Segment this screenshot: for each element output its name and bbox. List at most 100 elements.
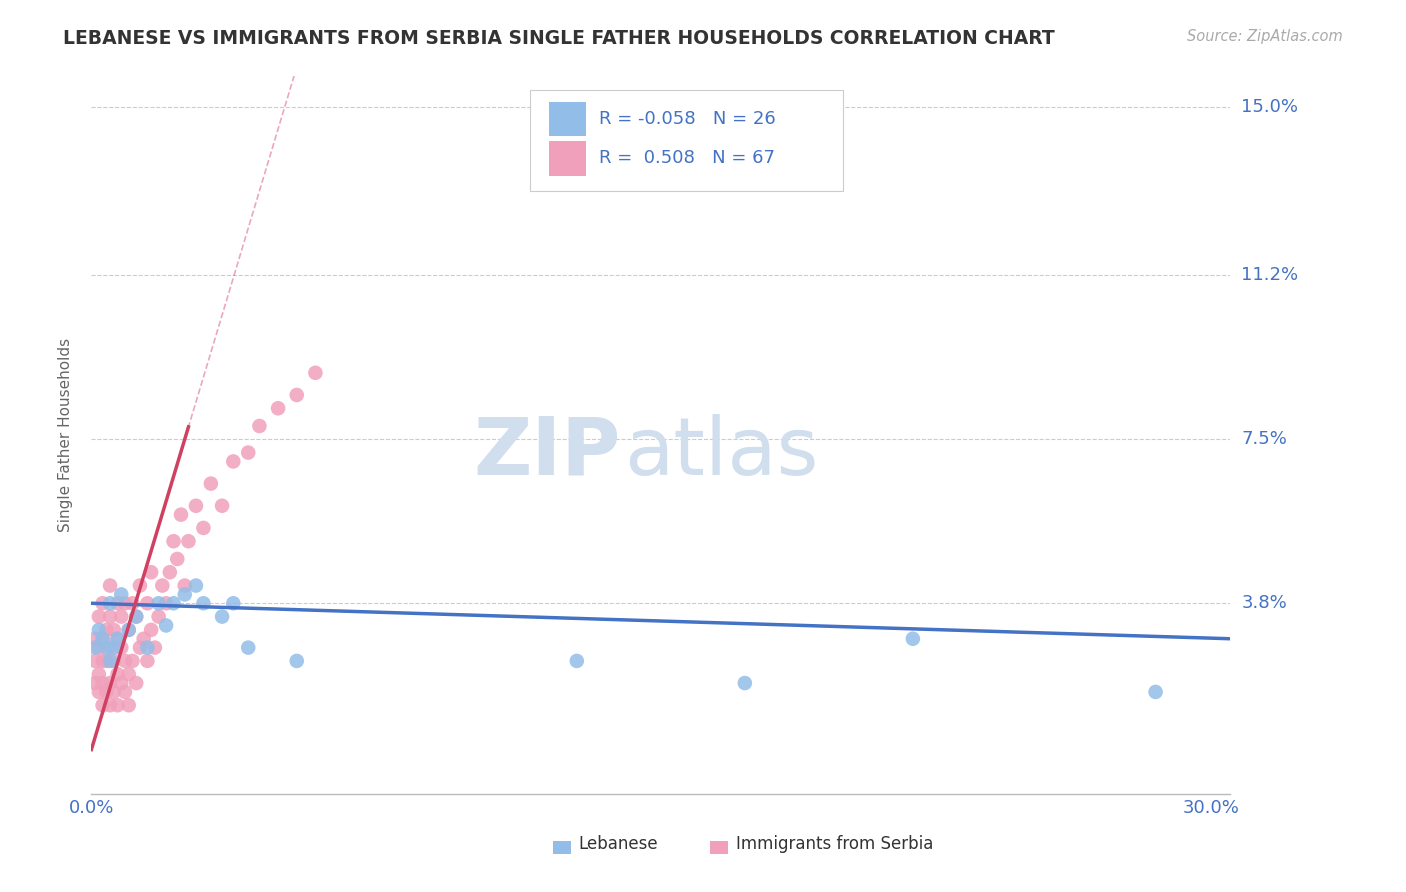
Point bbox=[114, 596, 136, 610]
Text: 7.5%: 7.5% bbox=[1241, 430, 1288, 449]
Point bbox=[96, 685, 118, 699]
Point bbox=[121, 596, 143, 610]
Text: atlas: atlas bbox=[624, 414, 818, 491]
Point bbox=[155, 596, 177, 610]
Point bbox=[159, 566, 181, 580]
FancyBboxPatch shape bbox=[553, 841, 571, 855]
Point bbox=[118, 698, 141, 713]
Point bbox=[103, 654, 125, 668]
FancyBboxPatch shape bbox=[530, 90, 844, 191]
Point bbox=[96, 640, 118, 655]
Point bbox=[129, 578, 152, 592]
Text: ZIP: ZIP bbox=[474, 414, 621, 491]
Point bbox=[125, 609, 148, 624]
Point bbox=[173, 587, 195, 601]
Point bbox=[211, 499, 233, 513]
Point bbox=[222, 454, 245, 468]
Point bbox=[84, 676, 107, 690]
Point bbox=[162, 534, 184, 549]
Text: 15.0%: 15.0% bbox=[1241, 98, 1298, 116]
Point bbox=[139, 623, 162, 637]
Point bbox=[136, 596, 159, 610]
Point bbox=[136, 654, 159, 668]
Point bbox=[114, 654, 136, 668]
Point bbox=[565, 654, 588, 668]
Point bbox=[143, 640, 166, 655]
Point bbox=[87, 640, 110, 655]
Point bbox=[84, 640, 107, 655]
Point bbox=[211, 609, 233, 624]
Point bbox=[304, 366, 326, 380]
Point bbox=[734, 676, 756, 690]
Point bbox=[107, 632, 129, 646]
Point bbox=[162, 596, 184, 610]
Point bbox=[150, 578, 173, 592]
Point bbox=[285, 388, 308, 402]
Point bbox=[139, 566, 162, 580]
Point bbox=[238, 445, 260, 459]
Point bbox=[91, 654, 114, 668]
Point bbox=[1144, 685, 1167, 699]
Point bbox=[170, 508, 193, 522]
FancyBboxPatch shape bbox=[550, 141, 586, 176]
Point bbox=[125, 609, 148, 624]
Point bbox=[129, 640, 152, 655]
Point bbox=[285, 654, 308, 668]
Point bbox=[184, 578, 207, 592]
Point bbox=[91, 632, 114, 646]
Point bbox=[166, 552, 188, 566]
Point bbox=[184, 499, 207, 513]
Point bbox=[87, 667, 110, 681]
Point bbox=[901, 632, 924, 646]
Point bbox=[267, 401, 290, 416]
Point bbox=[103, 623, 125, 637]
Point bbox=[193, 596, 215, 610]
Point bbox=[98, 698, 121, 713]
Point bbox=[98, 609, 121, 624]
Point bbox=[110, 587, 132, 601]
Point bbox=[87, 623, 110, 637]
Point bbox=[177, 534, 200, 549]
Point bbox=[87, 609, 110, 624]
Text: R =  0.508   N = 67: R = 0.508 N = 67 bbox=[599, 149, 775, 168]
Point bbox=[222, 596, 245, 610]
Point bbox=[110, 676, 132, 690]
Point bbox=[118, 667, 141, 681]
Point bbox=[132, 632, 155, 646]
Point bbox=[107, 698, 129, 713]
Point bbox=[121, 654, 143, 668]
FancyBboxPatch shape bbox=[550, 102, 586, 136]
Point bbox=[103, 640, 125, 655]
Point bbox=[98, 596, 121, 610]
Point bbox=[91, 596, 114, 610]
Point bbox=[155, 618, 177, 632]
Point bbox=[173, 578, 195, 592]
Point bbox=[98, 640, 121, 655]
Text: Immigrants from Serbia: Immigrants from Serbia bbox=[735, 835, 934, 853]
Point bbox=[96, 654, 118, 668]
Point bbox=[148, 596, 170, 610]
Point bbox=[84, 654, 107, 668]
Point bbox=[107, 596, 129, 610]
FancyBboxPatch shape bbox=[710, 841, 728, 855]
Point bbox=[107, 667, 129, 681]
Point bbox=[110, 609, 132, 624]
Text: Lebanese: Lebanese bbox=[579, 835, 658, 853]
Point bbox=[118, 623, 141, 637]
Point bbox=[96, 623, 118, 637]
Point bbox=[148, 609, 170, 624]
Y-axis label: Single Father Households: Single Father Households bbox=[58, 338, 73, 532]
Text: 3.8%: 3.8% bbox=[1241, 594, 1286, 612]
Point bbox=[136, 640, 159, 655]
Point bbox=[91, 632, 114, 646]
Point bbox=[91, 676, 114, 690]
Point bbox=[193, 521, 215, 535]
Point bbox=[98, 578, 121, 592]
Text: 11.2%: 11.2% bbox=[1241, 267, 1299, 285]
Point bbox=[118, 623, 141, 637]
Point bbox=[114, 685, 136, 699]
Point bbox=[87, 685, 110, 699]
Point bbox=[103, 685, 125, 699]
Point bbox=[98, 654, 121, 668]
Point bbox=[84, 632, 107, 646]
